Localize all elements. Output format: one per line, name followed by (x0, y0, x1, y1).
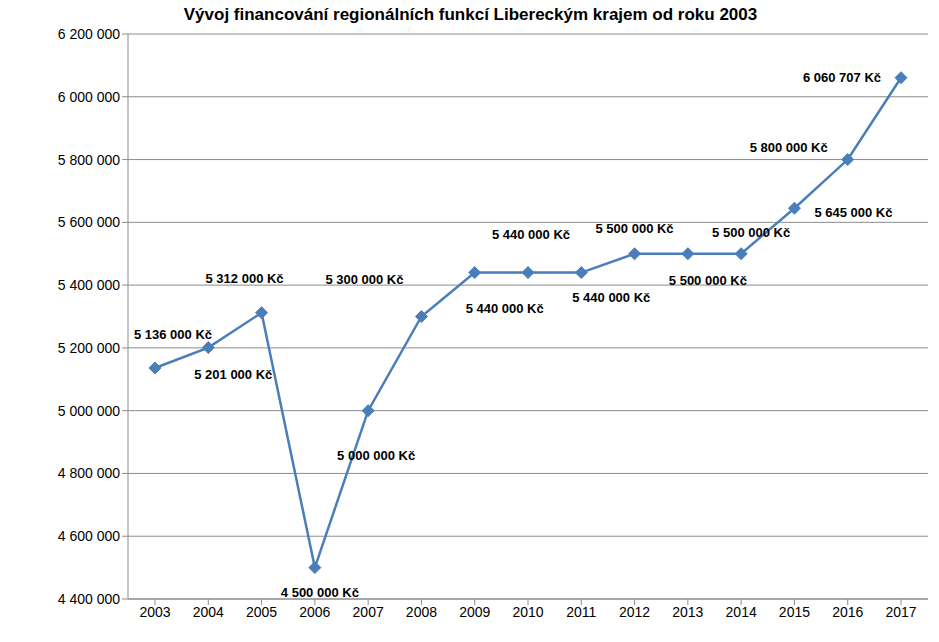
svg-text:5 200 000: 5 200 000 (58, 340, 120, 356)
svg-text:5 000 000 Kč: 5 000 000 Kč (337, 448, 415, 463)
svg-text:2010: 2010 (512, 604, 543, 620)
svg-text:5 440 000 Kč: 5 440 000 Kč (572, 290, 650, 305)
svg-text:2012: 2012 (619, 604, 650, 620)
svg-text:5 645 000 Kč: 5 645 000 Kč (814, 205, 892, 220)
svg-text:2009: 2009 (459, 604, 490, 620)
svg-text:6 000 000: 6 000 000 (58, 89, 120, 105)
svg-text:5 400 000: 5 400 000 (58, 277, 120, 293)
svg-text:5 201 000 Kč: 5 201 000 Kč (194, 367, 272, 382)
svg-text:2008: 2008 (406, 604, 437, 620)
svg-text:2013: 2013 (672, 604, 703, 620)
svg-text:2004: 2004 (193, 604, 224, 620)
svg-text:2016: 2016 (832, 604, 863, 620)
svg-text:2007: 2007 (353, 604, 384, 620)
svg-text:5 440 000 Kč: 5 440 000 Kč (492, 227, 570, 242)
svg-text:2017: 2017 (885, 604, 916, 620)
svg-text:5 440 000 Kč: 5 440 000 Kč (466, 301, 544, 316)
svg-text:5 500 000 Kč: 5 500 000 Kč (669, 273, 747, 288)
svg-text:5 312 000 Kč: 5 312 000 Kč (206, 271, 284, 286)
svg-text:5 800 000 Kč: 5 800 000 Kč (750, 140, 828, 155)
html-text:Vývoj financování regionálních: Vývoj financování regionálních funkcí Li… (183, 5, 758, 24)
svg-text:5 000 000: 5 000 000 (58, 403, 120, 419)
svg-text:4 600 000: 4 600 000 (58, 528, 120, 544)
svg-text:5 600 000: 5 600 000 (58, 214, 120, 230)
svg-text:2011: 2011 (566, 604, 596, 620)
svg-text:4 800 000: 4 800 000 (58, 465, 120, 481)
svg-text:2014: 2014 (726, 604, 757, 620)
svg-text:4 400 000: 4 400 000 (58, 591, 120, 607)
svg-text:5 500 000 Kč: 5 500 000 Kč (712, 225, 790, 240)
svg-text:5 136 000 Kč: 5 136 000 Kč (134, 327, 212, 342)
svg-text:6 060 707 Kč: 6 060 707 Kč (803, 70, 881, 85)
svg-text:2005: 2005 (246, 604, 277, 620)
svg-text:5 500 000 Kč: 5 500 000 Kč (596, 221, 674, 236)
svg-text:2003: 2003 (139, 604, 170, 620)
svg-text:5 300 000 Kč: 5 300 000 Kč (325, 272, 403, 287)
svg-text:5 800 000: 5 800 000 (58, 152, 120, 168)
svg-text:4 500 000 Kč: 4 500 000 Kč (281, 585, 359, 600)
svg-text:2015: 2015 (779, 604, 810, 620)
svg-text:2006: 2006 (299, 604, 330, 620)
svg-text:6 200 000: 6 200 000 (58, 26, 120, 42)
